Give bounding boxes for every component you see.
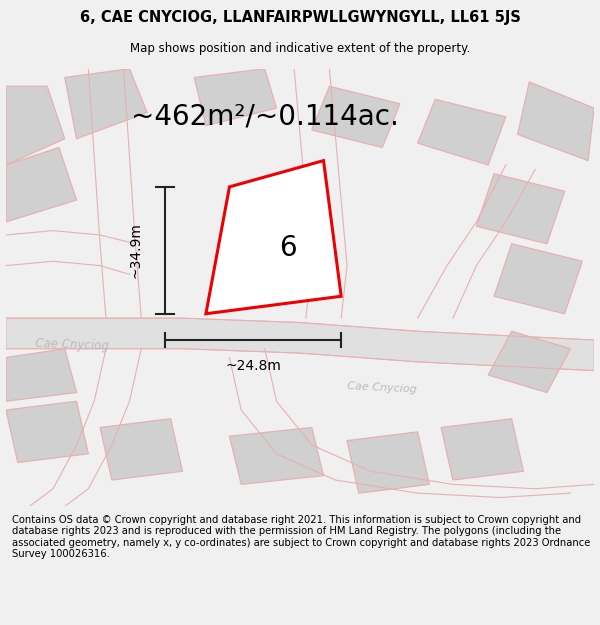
Polygon shape: [6, 318, 594, 371]
Polygon shape: [6, 349, 77, 401]
Text: ~34.9m: ~34.9m: [128, 222, 142, 278]
Polygon shape: [418, 99, 506, 165]
Polygon shape: [229, 428, 323, 484]
Polygon shape: [6, 401, 88, 462]
Text: 6: 6: [280, 234, 297, 262]
Polygon shape: [194, 69, 277, 126]
Text: Contains OS data © Crown copyright and database right 2021. This information is : Contains OS data © Crown copyright and d…: [12, 515, 590, 559]
Text: Map shows position and indicative extent of the property.: Map shows position and indicative extent…: [130, 42, 470, 55]
Text: ~462m²/~0.114ac.: ~462m²/~0.114ac.: [131, 103, 398, 131]
Text: 6, CAE CNYCIOG, LLANFAIRPWLLGWYNGYLL, LL61 5JS: 6, CAE CNYCIOG, LLANFAIRPWLLGWYNGYLL, LL…: [80, 10, 520, 25]
Text: Cae Cnyciog: Cae Cnyciog: [347, 381, 417, 395]
Polygon shape: [100, 419, 182, 480]
Polygon shape: [488, 331, 571, 392]
Polygon shape: [65, 69, 147, 139]
Polygon shape: [347, 432, 430, 493]
Polygon shape: [494, 244, 582, 314]
Polygon shape: [6, 86, 65, 165]
Text: Cae Cnyciog: Cae Cnyciog: [35, 337, 110, 352]
Text: ~24.8m: ~24.8m: [225, 359, 281, 373]
Polygon shape: [206, 161, 341, 314]
Polygon shape: [6, 148, 77, 222]
Polygon shape: [312, 86, 400, 148]
Polygon shape: [441, 419, 523, 480]
Polygon shape: [518, 82, 594, 161]
Polygon shape: [476, 174, 565, 244]
